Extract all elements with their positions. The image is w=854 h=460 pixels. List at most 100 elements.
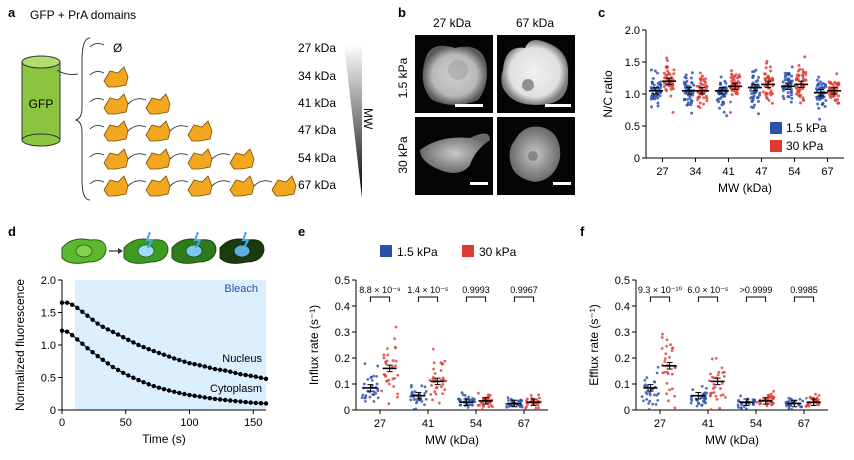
domain-rows: [89, 42, 297, 197]
significance-bracket: [465, 296, 487, 302]
data-point: [702, 399, 705, 403]
panel-label-e: e: [298, 224, 305, 239]
legend-label-30kpa: 30 kPa: [786, 139, 824, 153]
data-point: [363, 400, 367, 403]
data-point: [697, 95, 701, 99]
data-point: [197, 394, 202, 399]
construct-size-label: 47 kDa: [298, 123, 336, 137]
prA-domain-icon: [229, 175, 255, 197]
data-point: [647, 402, 651, 405]
data-point: [819, 83, 823, 87]
data-point: [670, 346, 674, 350]
data-point: [146, 346, 151, 352]
data-point: [432, 367, 436, 371]
data-point: [668, 72, 672, 76]
data-point: [696, 98, 700, 102]
data-point: [385, 359, 389, 363]
linker: [127, 98, 147, 105]
data-point: [253, 374, 258, 379]
data-point: [121, 370, 126, 376]
data-point: [806, 403, 809, 407]
linker: [169, 125, 189, 132]
prA-domain-icon: [145, 120, 171, 142]
data-point: [768, 65, 772, 69]
data-point: [380, 389, 383, 393]
data-point: [192, 393, 197, 399]
data-point: [520, 405, 524, 409]
panel-label-d: d: [8, 224, 16, 239]
data-point: [690, 81, 694, 85]
data-point: [665, 381, 669, 385]
y-tick-label: 0.1: [335, 379, 350, 391]
data-point: [505, 405, 509, 409]
data-point: [409, 398, 413, 402]
construct-size-label: 27 kDa: [298, 41, 336, 55]
data-point: [789, 93, 793, 97]
data-point: [824, 98, 828, 102]
cytoplasm-label: Cytoplasm: [210, 383, 262, 395]
data-point: [394, 364, 397, 368]
data-point: [782, 97, 786, 101]
data-point: [791, 400, 794, 403]
data-point: [648, 393, 652, 397]
data-point: [657, 392, 660, 396]
data-point: [432, 361, 436, 365]
linker: [211, 153, 231, 160]
mw-gradient-wedge: [344, 44, 362, 198]
x-tick-label: 34: [689, 166, 701, 178]
data-point: [758, 93, 762, 97]
x-tick-label: 100: [180, 417, 198, 429]
data-point: [656, 104, 660, 108]
data-point: [757, 99, 761, 103]
data-point: [166, 354, 172, 359]
prA-domain-icon: [271, 175, 297, 197]
data-point: [712, 382, 716, 386]
data-point: [836, 81, 840, 85]
data-point: [141, 379, 146, 385]
data-point: [664, 65, 668, 69]
data-point: [476, 403, 480, 407]
data-point: [722, 374, 726, 378]
data-point: [394, 359, 398, 363]
linker: [169, 153, 189, 160]
bleach-cartoon: [61, 231, 265, 264]
data-point: [131, 375, 136, 380]
data-point: [384, 362, 388, 365]
data-point: [662, 71, 666, 75]
prA-domain-icon: [145, 148, 171, 170]
data-point: [665, 370, 669, 374]
data-point: [784, 401, 788, 405]
data-point: [729, 111, 733, 115]
data-point: [258, 375, 264, 380]
data-point: [372, 374, 375, 378]
data-point: [672, 72, 676, 76]
data-point: [772, 389, 776, 393]
data-point: [151, 348, 156, 354]
data-point: [525, 397, 529, 401]
data-point: [794, 78, 798, 82]
linker: [89, 152, 105, 158]
data-point: [721, 100, 725, 104]
data-point: [665, 56, 669, 60]
data-point: [816, 402, 819, 406]
legend-label-30kpa: 30 kPa: [479, 245, 517, 259]
construct-size-label: 54 kDa: [298, 151, 336, 165]
data-point: [711, 386, 715, 390]
data-point: [673, 394, 676, 398]
x-tick-label: 27: [654, 418, 666, 430]
data-point: [755, 400, 759, 404]
data-point: [736, 403, 740, 407]
data-point: [172, 356, 177, 361]
data-point: [721, 393, 725, 397]
col-label-67: 67 kDa: [516, 16, 554, 30]
data-point: [491, 405, 494, 409]
data-point: [668, 355, 671, 359]
data-point: [769, 93, 773, 97]
x-tick-label: 41: [702, 418, 714, 430]
y-tick-label: 2.0: [41, 275, 56, 287]
y-tick-label: 0.5: [41, 373, 56, 385]
data-point: [663, 76, 667, 80]
data-point: [460, 391, 464, 395]
data-point: [705, 391, 709, 395]
